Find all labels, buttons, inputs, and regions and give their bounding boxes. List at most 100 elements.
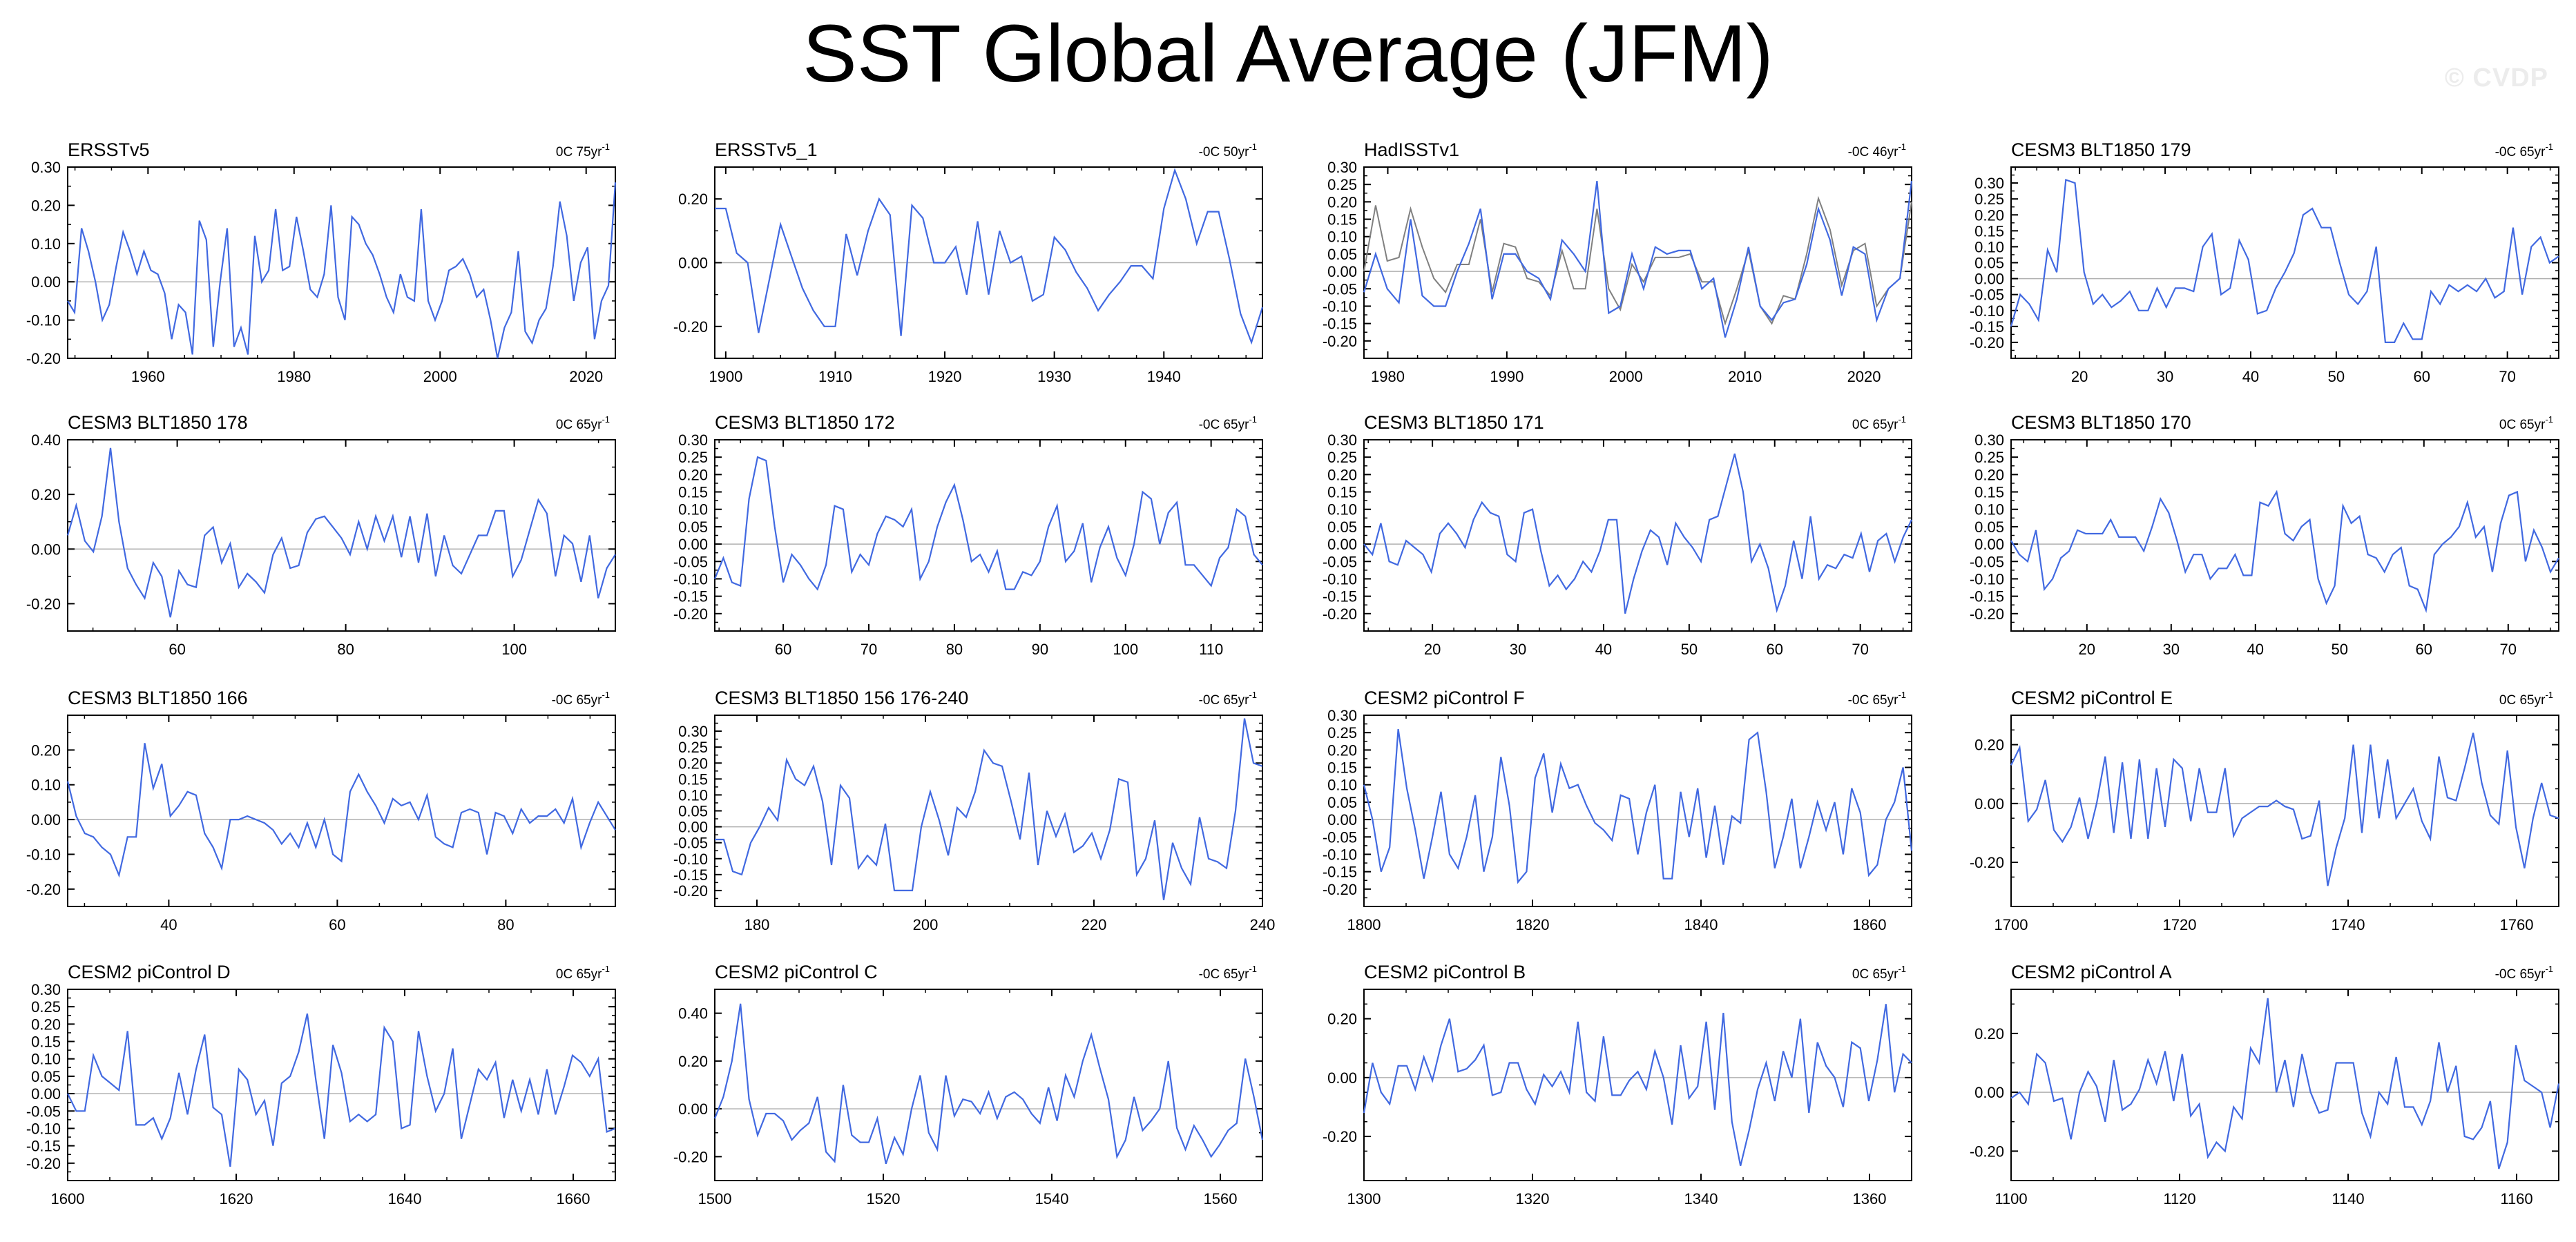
trend-label: 0C 65yr-1 bbox=[1852, 964, 1906, 982]
chart-panel: CESM3 BLT1850 172 -0C 65yr-1-0.20-0.15-0.… bbox=[673, 412, 1263, 658]
y-tick-label: 0.00 bbox=[31, 1085, 61, 1103]
y-tick-label: -0.10 bbox=[26, 312, 61, 329]
y-tick-label: 0.20 bbox=[1974, 206, 2004, 224]
y-tick-label: 0.10 bbox=[678, 786, 708, 804]
x-tick-label: 1100 bbox=[1995, 1190, 2027, 1207]
y-tick-label: 0.30 bbox=[1327, 431, 1357, 449]
chart-title: CESM3 BLT1850 171 bbox=[1364, 412, 1544, 433]
x-tick-label: 100 bbox=[1113, 641, 1138, 658]
chart-title: CESM2 piControl F bbox=[1364, 688, 1525, 708]
plot-frame bbox=[67, 715, 616, 907]
y-tick-label: 0.10 bbox=[31, 777, 61, 794]
x-tick-label: 1940 bbox=[1147, 368, 1181, 385]
x-tick-label: 1740 bbox=[2332, 916, 2365, 933]
series-line bbox=[1363, 453, 1912, 614]
plot-frame bbox=[1363, 166, 1912, 359]
plot-frame bbox=[714, 439, 1263, 632]
x-tick-label: 1540 bbox=[1035, 1190, 1069, 1207]
y-tick-label: 0.05 bbox=[1327, 246, 1357, 263]
x-tick-label: 80 bbox=[946, 641, 963, 658]
x-tick-label: 30 bbox=[2163, 641, 2180, 658]
x-tick-label: 2020 bbox=[1847, 368, 1881, 385]
y-tick-label: -0.20 bbox=[26, 595, 61, 612]
y-tick-label: -0.10 bbox=[26, 846, 61, 863]
x-tick-label: 240 bbox=[1250, 916, 1276, 933]
chart-panel: CESM3 BLT1850 166 -0C 65yr-1 -0.20 -0.10 0.0… bbox=[26, 688, 616, 933]
x-tick-label: 1900 bbox=[709, 368, 742, 385]
y-tick-label: -0.20 bbox=[1970, 605, 2004, 623]
x-tick-label: 70 bbox=[861, 641, 877, 658]
series-line bbox=[2010, 998, 2560, 1170]
y-tick-label: 0.15 bbox=[1974, 484, 2004, 501]
series-line bbox=[713, 1003, 1264, 1165]
chart-title: ERSSTv5_1 bbox=[715, 139, 818, 160]
y-tick-label: 0.20 bbox=[1327, 741, 1357, 759]
chart-panel: ERSSTv5 0C 75yr-1 -0.20 -0.10 0.00 0.10 0.20 0.… bbox=[26, 139, 617, 385]
y-tick-label: 0.15 bbox=[678, 484, 708, 501]
plot-frame bbox=[2010, 715, 2559, 907]
y-tick-label: 0.30 bbox=[31, 981, 61, 998]
y-tick-label: 0.00 bbox=[1327, 811, 1357, 828]
y-tick-label: 0.00 bbox=[1974, 1084, 2004, 1101]
series-line bbox=[67, 182, 617, 359]
y-tick-label: 0.30 bbox=[678, 431, 708, 449]
x-tick-label: 1720 bbox=[2163, 916, 2197, 933]
y-tick-label: 0.20 bbox=[678, 466, 708, 483]
trend-label: 0C 65yr-1 bbox=[2499, 690, 2553, 708]
y-tick-label: 0.10 bbox=[1974, 501, 2004, 518]
x-tick-label: 50 bbox=[1681, 641, 1698, 658]
y-tick-label: -0.20 bbox=[1970, 334, 2004, 351]
trend-label: -0C 65yr-1 bbox=[1199, 964, 1257, 982]
y-tick-label: -0.20 bbox=[26, 1155, 61, 1172]
y-tick-label: -0.10 bbox=[1970, 302, 2004, 320]
y-tick-label: 0.10 bbox=[31, 1051, 61, 1068]
y-tick-label: -0.10 bbox=[673, 851, 708, 868]
x-tick-label: 1620 bbox=[220, 1190, 253, 1207]
y-tick-label: -0.05 bbox=[1970, 553, 2004, 570]
x-tick-label: 1320 bbox=[1516, 1190, 1550, 1207]
x-tick-label: 30 bbox=[1510, 641, 1526, 658]
y-tick-label: -0.20 bbox=[26, 881, 61, 898]
chart-panel: CESM2 piControl C -0C 65yr-1 -0.20 0.00 0.20… bbox=[673, 962, 1264, 1207]
y-tick-label: 0.00 bbox=[678, 1100, 708, 1118]
plot-frame bbox=[67, 439, 616, 632]
chart-title: CESM2 piControl A bbox=[2011, 962, 2172, 982]
x-tick-label: 2000 bbox=[423, 368, 457, 385]
y-tick-label: 0.25 bbox=[31, 998, 61, 1016]
y-tick-label: -0.10 bbox=[1970, 570, 2004, 588]
y-tick-label: 0.00 bbox=[1327, 263, 1357, 280]
x-tick-label: 1500 bbox=[698, 1190, 732, 1207]
y-tick-label: -0.10 bbox=[1323, 298, 1357, 315]
y-tick-label: -0.10 bbox=[673, 570, 708, 588]
x-tick-label: 1160 bbox=[2500, 1190, 2532, 1207]
y-tick-label: 0.30 bbox=[1327, 159, 1357, 176]
plot-frame bbox=[714, 715, 1263, 907]
trend-label: -0C 65yr-1 bbox=[2495, 142, 2553, 159]
y-tick-label: 0.00 bbox=[1974, 536, 2004, 553]
x-tick-label: 1990 bbox=[1490, 368, 1524, 385]
x-tick-label: 1560 bbox=[1204, 1190, 1238, 1207]
y-tick-label: 0.15 bbox=[1974, 222, 2004, 240]
trend-label: -0C 50yr-1 bbox=[1199, 142, 1257, 159]
chart-panel: CESM2 piControl D 0C 65yr-1 -0.20-0.15-0.1… bbox=[26, 962, 616, 1207]
chart-title: CESM2 piControl C bbox=[715, 962, 878, 982]
x-tick-label: 1700 bbox=[1995, 916, 2028, 933]
trend-label: 0C 65yr-1 bbox=[556, 414, 610, 432]
x-tick-label: 2020 bbox=[569, 368, 603, 385]
y-tick-label: 0.15 bbox=[1327, 484, 1357, 501]
y-tick-label: -0.20 bbox=[1970, 1143, 2004, 1160]
series-line bbox=[715, 718, 1263, 900]
chart-title: CESM2 piControl E bbox=[2011, 688, 2173, 708]
y-tick-label: 0.20 bbox=[31, 1016, 61, 1033]
x-tick-label: 1980 bbox=[1371, 368, 1405, 385]
series-line bbox=[1363, 180, 1913, 338]
x-tick-label: 60 bbox=[2414, 368, 2430, 385]
y-tick-label: -0.05 bbox=[1323, 280, 1357, 298]
y-tick-label: 0.40 bbox=[31, 431, 61, 449]
chart-title: CESM3 BLT1850 166 bbox=[68, 688, 248, 708]
trend-label: -0C 65yr-1 bbox=[1848, 690, 1906, 708]
x-tick-label: 1860 bbox=[1853, 916, 1887, 933]
y-tick-label: 0.30 bbox=[678, 723, 708, 740]
x-tick-label: 1820 bbox=[1516, 916, 1550, 933]
x-tick-label: 50 bbox=[2328, 368, 2345, 385]
